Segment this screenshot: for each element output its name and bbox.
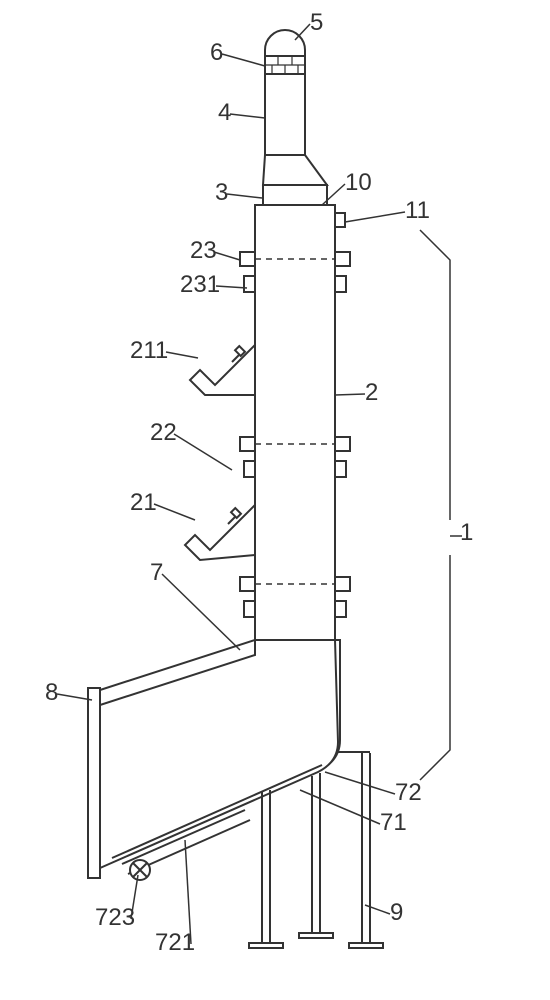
leader-231 — [216, 286, 247, 288]
leader-5 — [295, 24, 310, 40]
leader-8 — [57, 694, 92, 700]
label-723: 723 — [95, 904, 135, 931]
label-211: 211 — [130, 337, 168, 364]
label-23: 23 — [190, 237, 217, 264]
label-1: 1 — [460, 519, 473, 546]
leader-2 — [335, 394, 365, 395]
column-body — [255, 205, 335, 640]
side-branch-upper — [190, 345, 255, 395]
leader-23 — [214, 252, 240, 260]
leader-7 — [162, 574, 240, 650]
label-721: 721 — [155, 929, 195, 956]
side-branch-lower — [185, 505, 255, 560]
shoulder — [263, 155, 327, 185]
leader-9 — [365, 905, 390, 914]
upper-tube — [265, 74, 305, 155]
label-11: 11 — [405, 197, 430, 224]
leader-21 — [154, 504, 195, 520]
label-2: 2 — [365, 379, 378, 406]
dome-cap — [265, 30, 305, 56]
leader-11 — [345, 212, 405, 222]
label-21: 21 — [130, 489, 157, 516]
support-leg-1 — [249, 790, 283, 948]
label-72: 72 — [395, 779, 422, 806]
leader-22 — [174, 434, 232, 470]
label-7: 7 — [150, 559, 163, 586]
neck — [263, 185, 327, 205]
bracket-1 — [420, 230, 462, 780]
label-5: 5 — [310, 9, 323, 36]
label-4: 4 — [218, 99, 231, 126]
label-8: 8 — [45, 679, 58, 706]
side-tab — [335, 213, 345, 227]
label-71: 71 — [380, 809, 407, 836]
brick-band — [265, 56, 305, 74]
label-6: 6 — [210, 39, 223, 66]
label-231: 231 — [180, 271, 220, 298]
top-assembly — [263, 30, 345, 227]
technical-diagram: 5 6 4 3 10 11 23 231 211 22 21 2 7 8 72 71 9 723 721 1 — [0, 0, 550, 1000]
label-22: 22 — [150, 419, 177, 446]
leader-211 — [166, 352, 198, 358]
support-leg-3 — [338, 752, 383, 948]
label-10: 10 — [345, 169, 372, 196]
support-leg-2 — [299, 773, 333, 938]
leader-72 — [325, 772, 395, 794]
label-3: 3 — [215, 179, 228, 206]
leader-6 — [222, 54, 265, 66]
outlet-plate — [88, 688, 100, 878]
side-branches — [185, 345, 255, 560]
leader-3 — [227, 194, 262, 198]
label-9: 9 — [390, 899, 403, 926]
leader-4 — [230, 114, 265, 118]
